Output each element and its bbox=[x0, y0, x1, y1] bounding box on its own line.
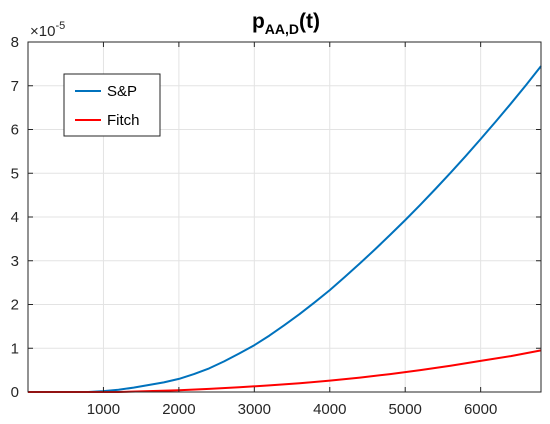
legend-label-sp: S&P bbox=[107, 83, 137, 100]
y-tick-label: 4 bbox=[11, 209, 19, 226]
series-layer bbox=[28, 65, 542, 393]
legend: S&P Fitch bbox=[63, 73, 161, 137]
y-tick-label: 3 bbox=[11, 253, 19, 270]
x-tick-labels: 1000 2000 3000 4000 5000 6000 bbox=[87, 401, 498, 418]
y-tick-label: 5 bbox=[11, 165, 19, 182]
tick-marks bbox=[28, 41, 541, 393]
legend-label-fitch: Fitch bbox=[107, 112, 140, 129]
x-tick-label: 5000 bbox=[389, 401, 422, 418]
series-line-fitch bbox=[28, 349, 542, 393]
x-tick-label: 4000 bbox=[313, 401, 346, 418]
y-tick-label: 8 bbox=[11, 34, 19, 51]
legend-box bbox=[63, 73, 161, 137]
x-tick-label: 3000 bbox=[238, 401, 271, 418]
chart-title: pAA,D(t) bbox=[252, 10, 320, 37]
x-tick-label: 6000 bbox=[464, 401, 497, 418]
x-tick-label: 1000 bbox=[87, 401, 120, 418]
y-tick-label: 7 bbox=[11, 78, 19, 95]
y-multiplier: ×10-5 bbox=[30, 20, 65, 40]
y-tick-label: 0 bbox=[11, 384, 19, 401]
y-tick-labels: 0 1 2 3 4 5 6 7 8 bbox=[11, 34, 19, 401]
series-line-sp bbox=[28, 65, 542, 393]
y-tick-label: 1 bbox=[11, 340, 19, 357]
y-tick-label: 2 bbox=[11, 297, 19, 314]
x-tick-label: 2000 bbox=[162, 401, 195, 418]
y-tick-label: 6 bbox=[11, 122, 19, 139]
